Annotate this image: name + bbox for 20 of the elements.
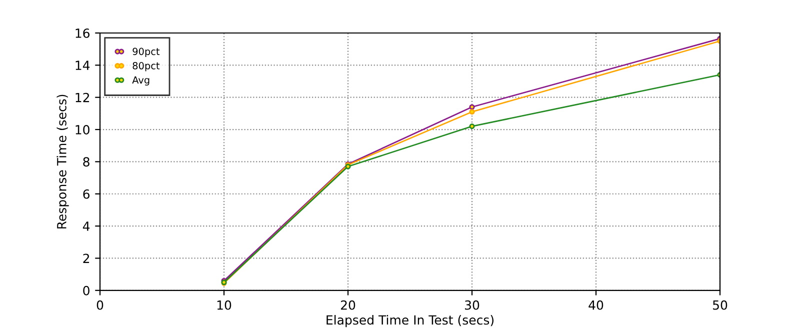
legend-label: 90pct bbox=[132, 48, 160, 57]
x-axis-title: Elapsed Time In Test (secs) bbox=[326, 315, 494, 328]
x-tick-label: 50 bbox=[713, 300, 728, 310]
y-tick-label: 12 bbox=[76, 92, 90, 102]
y-tick-label: 16 bbox=[76, 28, 90, 38]
legend-label: 80pct bbox=[132, 62, 160, 72]
y-axis-title: Response Time (secs) bbox=[56, 94, 69, 228]
y-tick-label: 8 bbox=[83, 157, 90, 167]
x-tick-label: 40 bbox=[588, 300, 604, 310]
y-tick-label: 10 bbox=[76, 124, 90, 134]
y-tick-label: 6 bbox=[83, 189, 90, 199]
x-tick-label: 10 bbox=[217, 300, 232, 310]
y-tick-label: 14 bbox=[76, 60, 90, 70]
y-tick-label: 2 bbox=[83, 254, 90, 263]
x-tick-label: 0 bbox=[96, 300, 104, 310]
x-tick-label: 20 bbox=[340, 300, 356, 310]
y-tick-label: 4 bbox=[82, 222, 90, 231]
y-tick-label: 0 bbox=[83, 286, 90, 296]
legend-label: Avg bbox=[132, 76, 150, 86]
x-tick-label: 30 bbox=[465, 300, 480, 310]
